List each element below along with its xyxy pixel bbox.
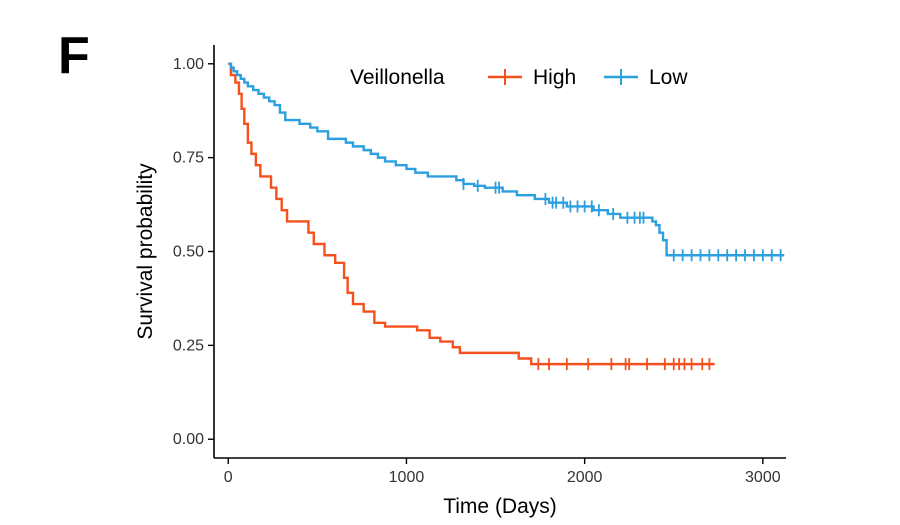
- y-tick-label: 0.50: [173, 244, 204, 261]
- panel-label: F: [58, 27, 90, 85]
- y-tick-label: 0.00: [173, 431, 204, 448]
- survival-curve-high: [228, 62, 715, 366]
- x-axis-ticks: 0 1000 2000 3000: [224, 458, 781, 486]
- y-tick-label: 0.75: [173, 150, 204, 167]
- survival-curve-low: [228, 62, 785, 257]
- legend-key-low: [604, 69, 638, 85]
- y-tick-label: 1.00: [173, 56, 204, 73]
- legend-key-high: [488, 69, 522, 85]
- legend-title: Veillonella: [350, 66, 445, 89]
- y-axis-title: Survival probability: [134, 163, 157, 340]
- x-tick-label: 1000: [389, 469, 425, 486]
- legend-label-low: Low: [649, 66, 688, 89]
- series-low: [228, 62, 785, 262]
- legend-label-high: High: [533, 66, 576, 89]
- x-tick-label: 2000: [567, 469, 603, 486]
- x-tick-label: 3000: [745, 469, 781, 486]
- legend: Veillonella High Low: [350, 66, 688, 89]
- y-tick-label: 0.25: [173, 337, 204, 354]
- x-axis-title: Time (Days): [443, 495, 557, 518]
- survival-curves: [228, 62, 785, 371]
- y-axis-ticks: 0.00 0.25 0.50 0.75 1.00: [173, 56, 214, 448]
- series-high: [228, 62, 715, 371]
- x-tick-label: 0: [224, 469, 233, 486]
